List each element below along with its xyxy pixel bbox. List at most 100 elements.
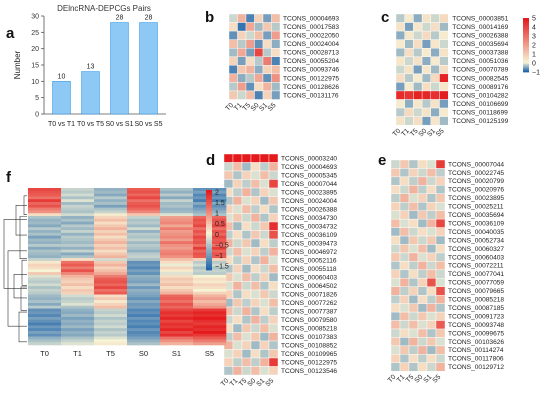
row-label: TCONS_00055204 — [283, 58, 339, 65]
heatmap-cell — [262, 56, 272, 66]
heatmap-cell — [232, 298, 243, 308]
heatmap-cell — [268, 366, 279, 376]
heatmap-cell — [404, 39, 414, 49]
heatmap-cell — [435, 252, 446, 262]
heatmap-cell — [390, 227, 401, 237]
heatmap-cell — [237, 13, 247, 23]
heatmap-cell — [435, 176, 446, 186]
legend-tick-label: 3 — [532, 34, 536, 41]
legend-swatch — [523, 27, 529, 30]
heatmap-cell — [228, 56, 238, 66]
heatmap-cell — [241, 306, 252, 316]
heatmap-cell — [259, 306, 270, 316]
legend-tick-label: 0 — [532, 61, 536, 68]
heatmap-cell — [127, 291, 161, 295]
heatmap-cell — [160, 193, 194, 197]
heatmap-cell — [237, 90, 247, 100]
heatmap-cell — [426, 328, 437, 338]
heatmap-cell — [435, 320, 446, 330]
heatmap-cell — [193, 328, 227, 332]
legend-swatch — [523, 36, 529, 39]
y-tick-label: 15 — [31, 63, 39, 70]
heatmap-cell — [259, 162, 270, 172]
heatmap-cell — [268, 230, 279, 240]
heatmap-cell — [94, 314, 128, 318]
heatmap-cell — [399, 252, 410, 262]
heatmap-cell — [94, 297, 128, 301]
heatmap-cell — [426, 202, 437, 211]
heatmap-cell — [127, 258, 161, 262]
heatmap-cell — [223, 153, 234, 163]
heatmap-cell — [28, 322, 62, 326]
heatmap-cell — [160, 252, 194, 256]
heatmap-cell — [417, 269, 428, 279]
row-label: TCONS_00064502 — [281, 283, 337, 290]
heatmap-cell — [94, 216, 128, 220]
heatmap-cell — [94, 333, 128, 337]
bar-data-label: 28 — [116, 15, 124, 22]
heatmap-cell — [28, 311, 62, 315]
heatmap-cell — [417, 286, 428, 296]
legend-swatch — [523, 26, 529, 28]
heatmap-cell — [426, 354, 437, 364]
heatmap-cell — [399, 328, 410, 338]
legend-swatch — [206, 192, 212, 195]
legend-swatch — [523, 35, 529, 38]
row-label: TCONS_00104282 — [452, 92, 508, 99]
heatmap-cell — [237, 39, 247, 49]
column-label: T0 — [387, 374, 398, 385]
heatmap-cell — [430, 99, 440, 109]
heatmap-cell — [435, 337, 446, 347]
heatmap-cell — [61, 274, 95, 279]
heatmap-cell — [404, 73, 414, 83]
heatmap-cell — [127, 283, 161, 287]
heatmap-cell — [127, 227, 161, 231]
heatmap-cell — [94, 325, 128, 329]
column-label: S0 — [414, 374, 425, 385]
heatmap-cell — [127, 294, 161, 298]
bar — [81, 71, 100, 115]
legend-tick-label: 5 — [532, 16, 536, 23]
legend-swatch — [206, 260, 212, 263]
heatmap-cell — [160, 221, 194, 225]
row-label: TCONS_00004693 — [283, 15, 339, 22]
heatmap-cell — [28, 274, 62, 279]
heatmap-cell — [268, 332, 279, 342]
legend-swatch — [206, 250, 212, 253]
heatmap-cell — [61, 227, 95, 231]
heatmap-cell — [250, 315, 261, 325]
heatmap-cell — [127, 311, 161, 315]
legend-swatch — [206, 206, 212, 209]
heatmap-cell — [228, 30, 238, 40]
heatmap-cell — [127, 328, 161, 332]
heatmap-cell — [404, 22, 414, 32]
heatmap-cell — [241, 230, 252, 240]
heatmap-cell — [241, 272, 252, 282]
heatmap-cell — [426, 278, 437, 287]
heatmap-cell — [61, 342, 95, 346]
legend-swatch — [206, 240, 212, 243]
heatmap-cell — [399, 261, 410, 271]
heatmap-cell — [268, 187, 279, 197]
heatmap-cell — [28, 193, 62, 197]
heatmap-cell — [408, 193, 419, 203]
legend-swatch — [206, 262, 212, 265]
heatmap-cell — [271, 65, 281, 75]
heatmap-cell — [127, 263, 161, 267]
heatmap-cell — [28, 316, 62, 321]
heatmap-cell — [241, 221, 252, 231]
heatmap-cell — [160, 202, 194, 206]
column-label: S0 — [417, 127, 428, 138]
row-label: TCONS_00020799 — [448, 178, 504, 185]
dendrogram-branch — [15, 204, 27, 236]
heatmap-cell — [127, 314, 161, 318]
heatmap-cell — [94, 274, 128, 279]
heatmap-cell — [390, 278, 401, 287]
heatmap-cell — [228, 65, 238, 75]
y-tick-label: 20 — [31, 46, 39, 53]
heatmap-cell — [259, 332, 270, 342]
column-label: T1 — [73, 349, 82, 358]
heatmap-cell — [193, 272, 227, 276]
heatmap-cell — [127, 274, 161, 279]
heatmap-cell — [94, 319, 128, 323]
